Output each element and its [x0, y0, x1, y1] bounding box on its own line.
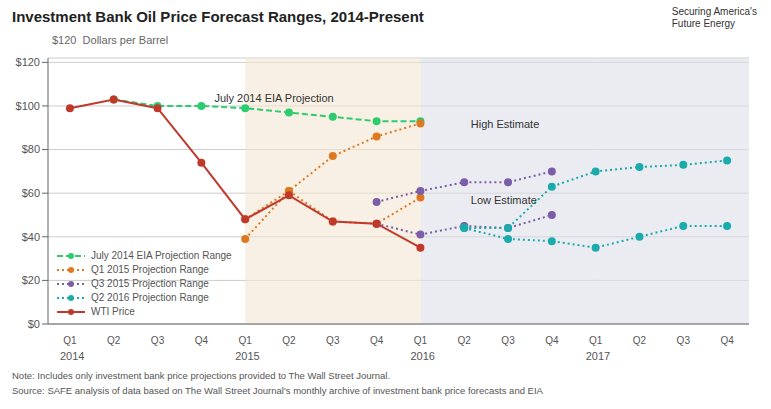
html-text:Q1 2015 Projection Range: Q1 2015 Projection Range	[91, 264, 209, 275]
html-text:Securing America's Future Ener: Securing America's Future Energy	[671, 6, 757, 29]
svg-text:Q4: Q4	[370, 335, 384, 346]
html-text:Source: SAFE analysis of data: Source: SAFE analysis of data based on T…	[12, 385, 543, 396]
svg-text:Q1: Q1	[414, 335, 428, 346]
svg-text:$100: $100	[16, 100, 40, 112]
svg-text:$80: $80	[22, 143, 40, 155]
svg-text:Q1: Q1	[238, 335, 252, 346]
svg-text:Q3: Q3	[151, 335, 165, 346]
svg-text:2016: 2016	[410, 350, 434, 360]
html-text:July 2014 EIA Projection Range: July 2014 EIA Projection Range	[91, 250, 232, 261]
svg-text:$120: $120	[16, 56, 40, 68]
svg-text:Q3: Q3	[677, 335, 691, 346]
svg-text:$20: $20	[22, 274, 40, 286]
html-text:$120 Dollars per Barrel: $120 Dollars per Barrel	[52, 34, 169, 46]
svg-text:Q3: Q3	[501, 335, 515, 346]
svg-text:2014: 2014	[60, 350, 84, 360]
svg-text:High Estimate: High Estimate	[471, 118, 539, 130]
svg-text:2015: 2015	[235, 350, 259, 360]
html-text:WTI Price: WTI Price	[91, 306, 135, 317]
html-text:Note: Includes only investment: Note: Includes only investment bank pric…	[12, 370, 391, 381]
html-text:Investment Bank Oil Price Fore: Investment Bank Oil Price Forecast Range…	[12, 8, 424, 25]
svg-text:$40: $40	[22, 231, 40, 243]
svg-text:Q2: Q2	[107, 335, 121, 346]
svg-text:Q2: Q2	[633, 335, 647, 346]
svg-text:Q4: Q4	[195, 335, 209, 346]
svg-text:July 2014 EIA Projection: July 2014 EIA Projection	[214, 92, 333, 104]
svg-text:Q2: Q2	[282, 335, 296, 346]
svg-text:Q1: Q1	[589, 335, 603, 346]
svg-text:Q4: Q4	[720, 335, 734, 346]
html-text:Q3 2015 Projection Range: Q3 2015 Projection Range	[91, 278, 209, 289]
svg-text:Q1: Q1	[63, 335, 77, 346]
svg-text:2017: 2017	[586, 350, 610, 360]
html-text:Q2 2016 Projection Range: Q2 2016 Projection Range	[91, 292, 209, 303]
svg-text:Low Estimate: Low Estimate	[471, 194, 537, 206]
svg-text:$60: $60	[22, 187, 40, 199]
svg-text:Q3: Q3	[326, 335, 340, 346]
svg-text:Q2: Q2	[458, 335, 472, 346]
svg-text:Q4: Q4	[545, 335, 559, 346]
svg-text:$0: $0	[28, 318, 40, 330]
